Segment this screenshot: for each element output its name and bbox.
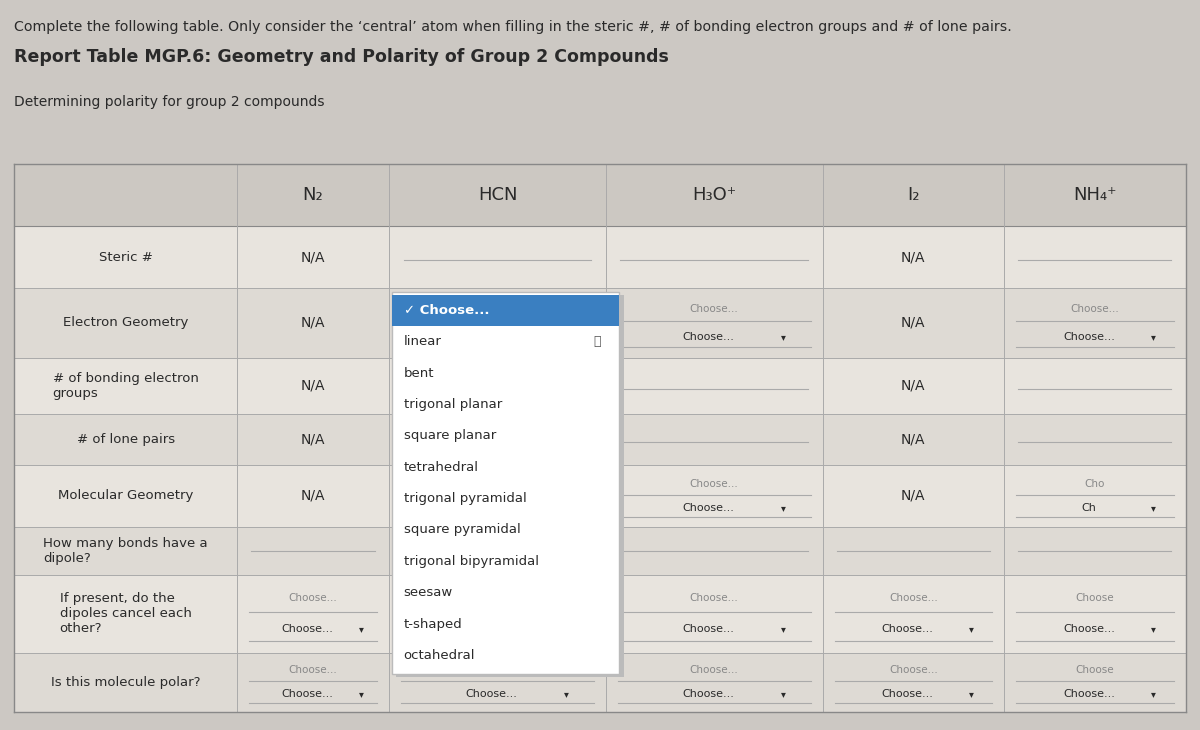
Text: Choose...: Choose... xyxy=(690,666,738,675)
Text: N/A: N/A xyxy=(901,250,925,264)
Text: N/A: N/A xyxy=(901,489,925,503)
Text: Choose...: Choose... xyxy=(683,689,734,699)
Text: Choose...: Choose... xyxy=(289,666,337,675)
Text: Choose...: Choose... xyxy=(683,332,734,342)
Text: ▾: ▾ xyxy=(359,689,365,699)
Text: N/A: N/A xyxy=(301,316,325,330)
Text: Choose...: Choose... xyxy=(1063,689,1115,699)
Bar xyxy=(14,575,1186,653)
Text: ▾: ▾ xyxy=(781,689,786,699)
Text: If present, do the
dipoles cancel each
other?: If present, do the dipoles cancel each o… xyxy=(60,592,192,635)
Text: Choose...: Choose... xyxy=(683,624,734,634)
Text: N/A: N/A xyxy=(301,379,325,393)
Text: linear: linear xyxy=(403,335,442,348)
Text: I₂: I₂ xyxy=(907,186,919,204)
Text: ▾: ▾ xyxy=(1151,689,1156,699)
Text: HCN: HCN xyxy=(478,186,517,204)
Text: tetrahedral: tetrahedral xyxy=(403,461,479,474)
Text: trigonal bipyramidal: trigonal bipyramidal xyxy=(403,555,539,568)
Text: ✓ Choose...: ✓ Choose... xyxy=(403,304,490,317)
Text: 🖱: 🖱 xyxy=(594,335,601,348)
Text: Choose...: Choose... xyxy=(281,624,332,634)
Text: ▾: ▾ xyxy=(781,624,786,634)
Text: octahedral: octahedral xyxy=(403,649,475,662)
Text: Choose...: Choose... xyxy=(473,593,522,603)
Text: Choose...: Choose... xyxy=(881,689,934,699)
Text: Choose...: Choose... xyxy=(889,593,937,603)
Text: N₂: N₂ xyxy=(302,186,324,204)
Bar xyxy=(14,526,1186,575)
Text: Choose: Choose xyxy=(1075,593,1114,603)
Text: Determining polarity for group 2 compounds: Determining polarity for group 2 compoun… xyxy=(14,95,325,109)
Text: Ch: Ch xyxy=(1081,503,1097,513)
Text: ▾: ▾ xyxy=(968,689,974,699)
Text: N/A: N/A xyxy=(901,379,925,393)
Text: Steric #: Steric # xyxy=(98,250,152,264)
Text: Choose...: Choose... xyxy=(881,624,934,634)
Text: ▾: ▾ xyxy=(359,624,365,634)
Text: Choose...: Choose... xyxy=(1063,332,1115,342)
Bar xyxy=(14,358,1186,414)
Text: # of lone pairs: # of lone pairs xyxy=(77,433,175,446)
Text: N/A: N/A xyxy=(301,250,325,264)
Text: ▾: ▾ xyxy=(1151,503,1156,513)
Bar xyxy=(14,465,1186,526)
Text: Choose...: Choose... xyxy=(466,689,517,699)
Text: Molecular Geometry: Molecular Geometry xyxy=(58,489,193,502)
Text: Electron Geometry: Electron Geometry xyxy=(62,316,188,329)
Text: Choose...: Choose... xyxy=(1063,624,1115,634)
Text: Choose...: Choose... xyxy=(690,304,738,314)
Text: t-shaped: t-shaped xyxy=(403,618,462,631)
Text: Report Table MGP.6: Geometry and Polarity of Group 2 Compounds: Report Table MGP.6: Geometry and Polarit… xyxy=(14,48,670,66)
Bar xyxy=(14,226,1186,288)
Text: Choose...: Choose... xyxy=(281,689,332,699)
Bar xyxy=(391,295,619,326)
Text: # of bonding electron
groups: # of bonding electron groups xyxy=(53,372,199,400)
Text: N/A: N/A xyxy=(301,432,325,447)
Text: Complete the following table. Only consider the ‘central’ atom when filling in t: Complete the following table. Only consi… xyxy=(14,20,1012,34)
Bar xyxy=(391,292,619,675)
Text: N/A: N/A xyxy=(301,489,325,503)
Text: ▾: ▾ xyxy=(781,332,786,342)
Bar xyxy=(14,288,1186,358)
Bar xyxy=(14,164,1186,226)
Text: ▾: ▾ xyxy=(781,503,786,513)
Text: Choose...: Choose... xyxy=(889,666,937,675)
Text: Choose...: Choose... xyxy=(690,478,738,488)
Text: trigonal pyramidal: trigonal pyramidal xyxy=(403,492,527,505)
Text: Cho: Cho xyxy=(1085,478,1105,488)
Text: Choose...: Choose... xyxy=(473,666,522,675)
Text: N/A: N/A xyxy=(901,432,925,447)
Text: Choose...: Choose... xyxy=(683,503,734,513)
Text: trigonal planar: trigonal planar xyxy=(403,398,502,411)
Text: Choose...: Choose... xyxy=(466,624,517,634)
Text: ▾: ▾ xyxy=(968,624,974,634)
Text: NH₄⁺: NH₄⁺ xyxy=(1073,186,1116,204)
Text: square pyramidal: square pyramidal xyxy=(403,523,521,537)
Text: Choose...: Choose... xyxy=(690,593,738,603)
Text: bent: bent xyxy=(403,366,434,380)
Text: H₃O⁺: H₃O⁺ xyxy=(692,186,737,204)
Text: square planar: square planar xyxy=(403,429,496,442)
Text: N/A: N/A xyxy=(901,316,925,330)
Text: Choose...: Choose... xyxy=(466,503,517,513)
Text: seesaw: seesaw xyxy=(403,586,452,599)
Text: ▾: ▾ xyxy=(1151,332,1156,342)
Text: ▾: ▾ xyxy=(564,624,569,634)
Bar xyxy=(14,653,1186,712)
Bar xyxy=(14,414,1186,465)
Text: Choose...: Choose... xyxy=(289,593,337,603)
Bar xyxy=(396,295,624,677)
Text: Choose...: Choose... xyxy=(473,478,522,488)
Text: Choose: Choose xyxy=(1075,666,1114,675)
Text: ▾: ▾ xyxy=(564,689,569,699)
Bar xyxy=(391,292,619,675)
Text: Is this molecule polar?: Is this molecule polar? xyxy=(50,676,200,688)
Text: ▾: ▾ xyxy=(1151,624,1156,634)
Text: Choose...: Choose... xyxy=(1070,304,1120,314)
Text: ▾: ▾ xyxy=(564,503,569,513)
Text: How many bonds have a
dipole?: How many bonds have a dipole? xyxy=(43,537,208,565)
